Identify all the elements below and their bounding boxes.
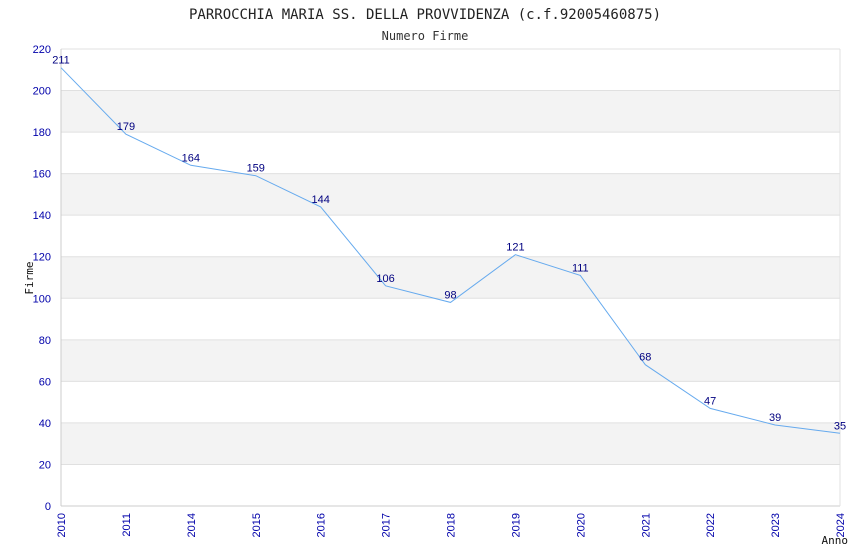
y-tick-label: 80 (39, 335, 51, 347)
x-tick-label: 2021 (640, 513, 652, 537)
y-tick-label: 180 (33, 127, 51, 139)
x-tick-label: 2022 (705, 513, 717, 537)
grid-band (61, 464, 840, 506)
x-tick-label: 2018 (446, 513, 458, 537)
grid-band (61, 132, 840, 174)
x-tick-label: 2015 (251, 513, 263, 537)
data-label: 179 (117, 121, 135, 133)
data-label: 121 (506, 242, 524, 254)
x-axis-title: Anno (822, 534, 849, 547)
data-label: 39 (769, 412, 781, 424)
y-tick-label: 0 (45, 501, 51, 513)
y-tick-label: 160 (33, 169, 51, 181)
grid-band (61, 422, 840, 465)
x-tick-label: 2020 (575, 513, 587, 537)
y-tick-labels: 0 20 40 60 80 100 120 140 160 180 200 220 (33, 44, 51, 513)
x-tick-labels: 2010 2011 2014 2015 2016 2017 2018 2019 2020 2021… (56, 513, 847, 537)
y-tick-label: 200 (33, 86, 51, 98)
y-tick-label: 140 (33, 210, 51, 222)
grid-band (61, 90, 840, 133)
grid-band (61, 215, 840, 257)
y-axis-title: Firme (23, 261, 36, 294)
grid-band (61, 256, 840, 299)
series-group (60, 67, 841, 434)
data-label: 211 (52, 55, 70, 67)
y-tick-label: 220 (33, 44, 51, 56)
y-tick-label: 60 (39, 376, 51, 388)
axes (60, 49, 841, 507)
grid-band (61, 339, 840, 382)
y-tick-label: 100 (33, 293, 51, 305)
data-label: 47 (704, 395, 716, 407)
chart-title: PARROCCHIA MARIA SS. DELLA PROVVIDENZA (… (189, 7, 661, 23)
x-tick-label: 2019 (510, 513, 522, 537)
x-tick-label: 2023 (770, 513, 782, 537)
x-tick-label: 2011 (121, 513, 133, 537)
x-tick-label: 2010 (56, 513, 68, 537)
data-label: 159 (247, 163, 265, 175)
grid-bands (61, 49, 840, 506)
grid-lines (61, 48, 840, 507)
y-tick-label: 20 (39, 459, 51, 471)
data-label-group: 211 179 164 159 144 106 98 121 111 68 47 39 35 (52, 55, 846, 433)
grid-band (61, 298, 840, 340)
x-tick-label: 2014 (186, 513, 198, 537)
data-label: 164 (182, 152, 200, 164)
y-tick-label: 120 (33, 252, 51, 264)
series-line (60, 67, 841, 434)
data-label: 98 (444, 289, 456, 301)
grid-band (61, 381, 840, 423)
chart-subtitle: Numero Firme (382, 29, 469, 43)
grid-band (61, 173, 840, 216)
y-tick-label: 40 (39, 418, 51, 430)
grid-band (61, 49, 840, 91)
data-label: 35 (834, 420, 846, 432)
x-tick-label: 2016 (316, 513, 328, 537)
data-label: 68 (639, 352, 651, 364)
x-tick-label: 2017 (381, 513, 393, 537)
x-tick-label: 2024 (835, 513, 847, 537)
data-label: 144 (311, 194, 329, 206)
data-label: 106 (376, 273, 394, 285)
data-label: 111 (572, 262, 589, 274)
